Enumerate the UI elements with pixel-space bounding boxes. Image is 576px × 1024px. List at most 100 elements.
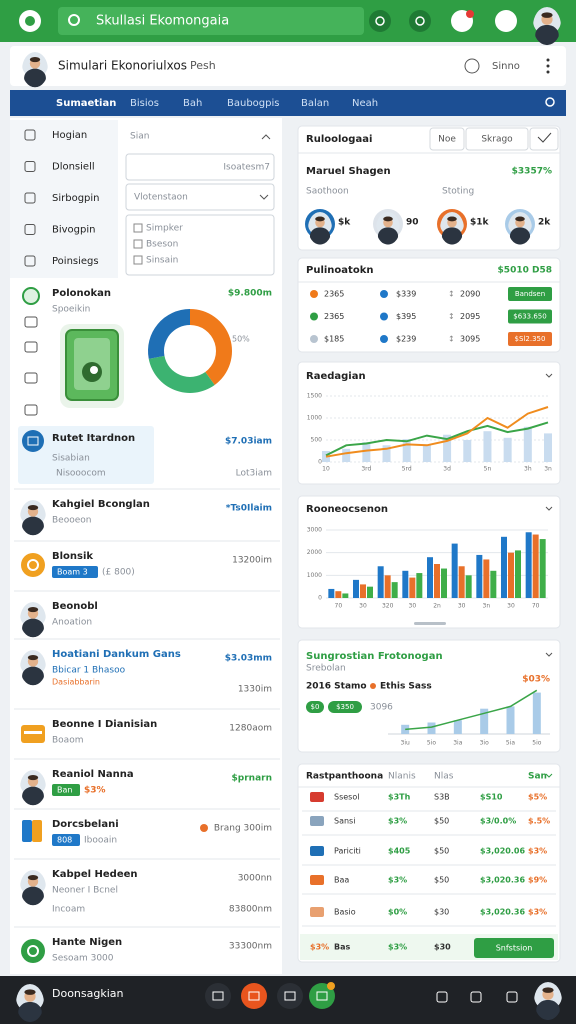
list-subtitle: Bbicar 1 Bhasoo xyxy=(52,666,126,676)
avatar xyxy=(508,212,532,245)
checkbox[interactable] xyxy=(133,239,143,249)
bar xyxy=(490,570,497,598)
button[interactable] xyxy=(529,127,559,151)
button[interactable] xyxy=(429,127,465,151)
bottom-button xyxy=(241,983,267,1009)
combo-note: 3096 xyxy=(370,703,393,713)
list-value: *Ts0Ilaim xyxy=(226,504,272,514)
allocation-cell: 3095 xyxy=(460,335,480,344)
table-cell: $3% xyxy=(388,943,407,952)
filter-select[interactable] xyxy=(125,183,275,211)
list-icon-stripe xyxy=(24,731,42,734)
button-text[interactable]: Skrago xyxy=(481,135,513,145)
nav-bar xyxy=(10,90,566,116)
y-tick-label: 0 xyxy=(318,459,322,466)
bottom-glyph xyxy=(212,991,224,1001)
list-icon xyxy=(21,939,45,963)
list-badge-text: Ban xyxy=(57,786,72,795)
table-button[interactable] xyxy=(474,938,554,958)
y-tick-label: 500 xyxy=(311,437,323,444)
allocation-button-text[interactable]: $633.650 xyxy=(513,313,546,321)
avatar-hair xyxy=(29,56,41,63)
bar xyxy=(443,434,452,462)
legend-dot xyxy=(310,312,318,321)
combo-stat: Ethis Sass xyxy=(380,682,432,692)
scrollbar xyxy=(414,622,446,625)
table-cell: $.5% xyxy=(528,817,550,826)
x-tick-label: 30 xyxy=(409,603,417,610)
sidebar-item[interactable]: Hogian xyxy=(52,130,87,141)
bar xyxy=(532,692,541,734)
x-tick-label: 5io xyxy=(427,740,436,747)
allocation-button-text[interactable]: $Sl2.350 xyxy=(515,335,546,343)
button-text[interactable]: Noe xyxy=(438,135,456,145)
sidebar-item[interactable]: Poinsiegs xyxy=(52,256,99,267)
portfolio-value: $9.800m xyxy=(228,289,272,299)
table-cell: $50 xyxy=(434,847,449,856)
nav-tab[interactable]: Bisios xyxy=(130,98,159,109)
avatar xyxy=(22,52,48,88)
header-action[interactable]: Sinno xyxy=(492,61,520,72)
table-button-text[interactable]: Snfstsion xyxy=(496,944,533,953)
bar xyxy=(328,588,335,598)
avatar xyxy=(20,870,46,906)
search-box[interactable] xyxy=(58,7,364,35)
table-cell: $3,020.36 xyxy=(480,876,525,885)
checkbox[interactable] xyxy=(133,255,143,265)
bar xyxy=(427,557,433,598)
bottom-icon xyxy=(506,991,518,1003)
table-filter[interactable]: San xyxy=(528,772,547,782)
bar xyxy=(480,708,489,734)
sidebar-item[interactable]: Bivogpin xyxy=(52,225,96,236)
sidebar-item[interactable]: Sirbogpin xyxy=(52,193,100,204)
list-value: Brang 300im xyxy=(214,824,272,834)
nav-tab[interactable]: Sumaetian xyxy=(56,98,116,109)
notification-dot xyxy=(466,10,474,18)
market-title: Ruloologaai xyxy=(306,134,372,145)
chevron xyxy=(261,134,271,140)
summary-glyph xyxy=(27,436,39,446)
header-title: Simulari Ekonoriulxos xyxy=(58,59,187,73)
x-tick-label: 5io xyxy=(532,740,541,747)
list-note: Incoam xyxy=(52,905,85,915)
list-value: $prnarn xyxy=(232,774,272,784)
x-tick-label: 3n xyxy=(544,466,552,473)
line xyxy=(405,689,538,731)
side-icon xyxy=(24,372,38,384)
allocation-button[interactable] xyxy=(508,309,552,324)
avatar-body xyxy=(309,227,331,245)
nav-tab[interactable]: Balan xyxy=(301,98,329,109)
bar xyxy=(483,431,492,462)
table-header: Nlas xyxy=(434,772,454,782)
bar xyxy=(422,444,431,462)
nav-tab[interactable]: Neah xyxy=(352,98,378,109)
nav-tab[interactable]: Baubogpis xyxy=(227,98,279,109)
icon-glyph xyxy=(375,16,385,26)
sidebar-item[interactable]: Dlonsiell xyxy=(52,162,95,173)
search-icon xyxy=(68,14,80,26)
bar xyxy=(503,437,512,462)
y-tick-label: 3000 xyxy=(307,527,322,534)
filter-input[interactable] xyxy=(125,153,275,181)
legend-dot xyxy=(380,312,388,321)
allocation-button[interactable] xyxy=(508,287,552,301)
allocation-cell: $395 xyxy=(396,312,416,321)
avatar-body xyxy=(24,68,46,88)
allocation-button[interactable] xyxy=(508,332,552,346)
allocation-button-text[interactable]: Bandsen xyxy=(515,290,545,298)
list-subtitle: $3% xyxy=(84,786,106,796)
y-tick-label: 2000 xyxy=(307,549,322,556)
chevron xyxy=(259,194,269,200)
list-subtitle: Sesoam 3000 xyxy=(52,954,114,964)
nav-tab[interactable]: Bah xyxy=(183,98,202,109)
bar xyxy=(367,586,373,598)
table-cell: $50 xyxy=(434,876,449,885)
table-cell: $30 xyxy=(434,908,449,917)
avatar-hair xyxy=(541,12,553,18)
checkbox[interactable] xyxy=(133,223,143,233)
card xyxy=(297,125,561,251)
filter-options xyxy=(125,214,275,276)
button[interactable] xyxy=(465,127,529,151)
bottom-button xyxy=(309,983,335,1009)
